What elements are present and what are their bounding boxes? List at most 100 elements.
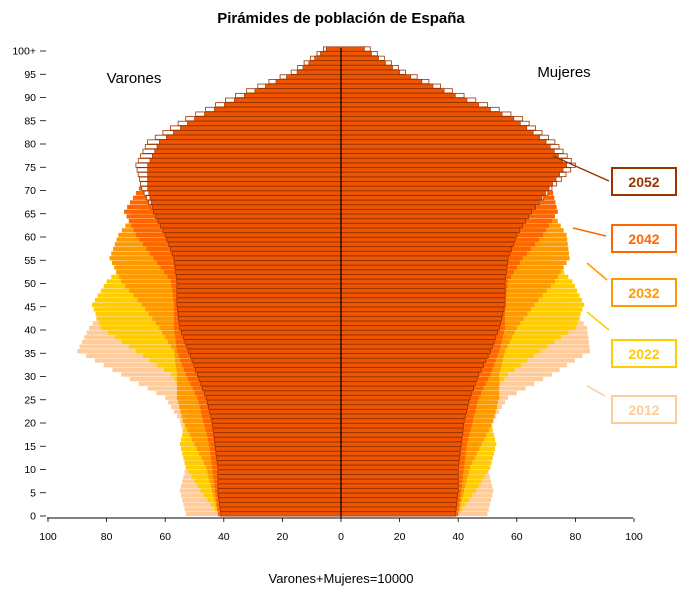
y-tick-label: 0: [30, 511, 36, 523]
overlay-men-age-44: [177, 306, 342, 312]
overlay-women-age-48: [340, 288, 506, 294]
overlay-men-age-73: [147, 172, 342, 177]
y-tick-label: 40: [24, 325, 36, 337]
overlay-women-age-22: [340, 409, 467, 415]
x-axis-ticks: 100 80 60 40 20 0 20 40 60 80 100: [39, 518, 643, 543]
right-side-label: Mujeres: [537, 64, 590, 81]
overlay-men-age-91: [254, 88, 342, 94]
overlay-men-age-17: [213, 432, 342, 438]
overlay-women-age-66: [340, 204, 536, 210]
x-tick-label: 100: [39, 531, 57, 543]
x-tick-label: 20: [277, 531, 289, 543]
overlay-men-age-65: [153, 209, 342, 215]
overlay-women-age-97: [340, 60, 386, 66]
overlay-women-age-63: [340, 218, 526, 224]
y-tick-label: 5: [30, 487, 36, 499]
overlay-women-age-90: [340, 93, 456, 98]
overlay-men-age-0: [220, 511, 342, 517]
overlay-women-age-64: [340, 213, 529, 219]
overlay-women-age-3: [340, 497, 458, 503]
overlay-women-age-43: [340, 311, 504, 317]
overlay-men-age-68: [149, 195, 342, 201]
overlay-women-age-38: [340, 334, 496, 340]
overlay-women-age-12: [340, 455, 460, 461]
overlay-women-age-37: [340, 339, 495, 345]
overlay-men-age-51: [176, 274, 342, 280]
y-tick-label: 15: [24, 441, 36, 453]
overlay-men-age-59: [166, 237, 342, 243]
x-tick-label: 80: [101, 531, 113, 543]
legend-box: [611, 224, 677, 253]
overlay-women-age-86: [340, 111, 503, 117]
overlay-men-age-31: [195, 367, 342, 373]
y-tick-label: 65: [24, 208, 36, 220]
y-tick-label: 50: [24, 278, 36, 290]
overlay-women-age-29: [340, 376, 478, 382]
y-tick-label: 95: [24, 69, 36, 81]
overlay-women-age-75: [340, 162, 567, 168]
overlay-women-age-82: [340, 130, 534, 136]
overlay-men-age-39: [181, 330, 342, 336]
overlay-men-age-82: [173, 130, 342, 136]
legend-leader-line: [586, 385, 606, 397]
legend-label: 2032: [628, 285, 659, 301]
x-tick-label: 60: [511, 531, 523, 543]
legend-leader-line: [572, 227, 607, 237]
overlay-women-age-79: [340, 144, 551, 150]
overlay-men-age-57: [170, 246, 342, 252]
overlay-women-age-41: [340, 320, 501, 326]
x-tick-label: 100: [625, 531, 643, 543]
overlay-women-age-11: [340, 460, 460, 466]
overlay-women-age-50: [340, 279, 506, 284]
overlay-women-age-16: [340, 437, 463, 443]
overlay-women-age-77: [340, 153, 559, 159]
overlay-men-age-33: [191, 358, 342, 363]
x-tick-label: 0: [338, 531, 344, 543]
overlay-men-age-93: [275, 79, 342, 84]
overlay-women-age-20: [340, 418, 465, 424]
overlay-men-age-8: [217, 474, 342, 480]
x-axis-label: Varones+Mujeres=10000: [268, 571, 413, 586]
legend-item-2052: 2052: [552, 155, 677, 196]
y-tick-label: 90: [24, 92, 36, 104]
overlay-women-age-13: [340, 451, 461, 456]
legend-leader-line: [552, 155, 610, 182]
overlay-women-age-15: [340, 441, 462, 447]
legend-item-2032: 2032: [586, 262, 677, 307]
legend-item-2012: 2012: [586, 385, 677, 424]
overlay-women-age-6: [340, 483, 459, 489]
overlay-men-age-38: [183, 334, 342, 340]
overlay-women-age-67: [340, 200, 539, 205]
overlay-women-age-28: [340, 381, 476, 387]
overlay-women-age-76: [340, 158, 563, 163]
legend-label: 2022: [628, 346, 659, 362]
overlay-men-age-26: [204, 390, 342, 396]
overlay-women-age-55: [340, 255, 509, 261]
overlay-women-age-24: [340, 399, 470, 405]
y-tick-label: 75: [24, 162, 36, 174]
overlay-women-age-1: [340, 506, 457, 512]
overlay-women-age-51: [340, 274, 506, 280]
overlay-men-age-15: [214, 441, 342, 447]
overlay-women-age-5: [340, 488, 459, 494]
legend: 2052 2042 2032 2022 2012: [552, 155, 677, 424]
overlay-men-age-22: [209, 409, 342, 415]
overlay-women-age-21: [340, 413, 466, 419]
overlay-men-age-5: [217, 488, 342, 494]
overlay-women-age-71: [340, 181, 553, 187]
overlay-women-age-27: [340, 385, 474, 391]
overlay-women-age-56: [340, 251, 511, 256]
overlay-men-age-98: [314, 55, 342, 61]
overlay-men-age-46: [176, 297, 342, 303]
overlay-men-age-1: [219, 506, 342, 512]
overlay-men-age-41: [178, 320, 342, 326]
overlay-women-age-42: [340, 316, 502, 322]
overlay-women-age-73: [340, 172, 560, 177]
overlay-men-age-11: [217, 460, 342, 466]
overlay-women-age-84: [340, 120, 521, 126]
y-tick-label: 25: [24, 394, 36, 406]
overlay-men-age-7: [217, 478, 342, 484]
overlay-men-age-56: [171, 251, 342, 256]
overlay-men-age-90: [244, 93, 342, 98]
overlay-men-age-66: [152, 204, 342, 210]
